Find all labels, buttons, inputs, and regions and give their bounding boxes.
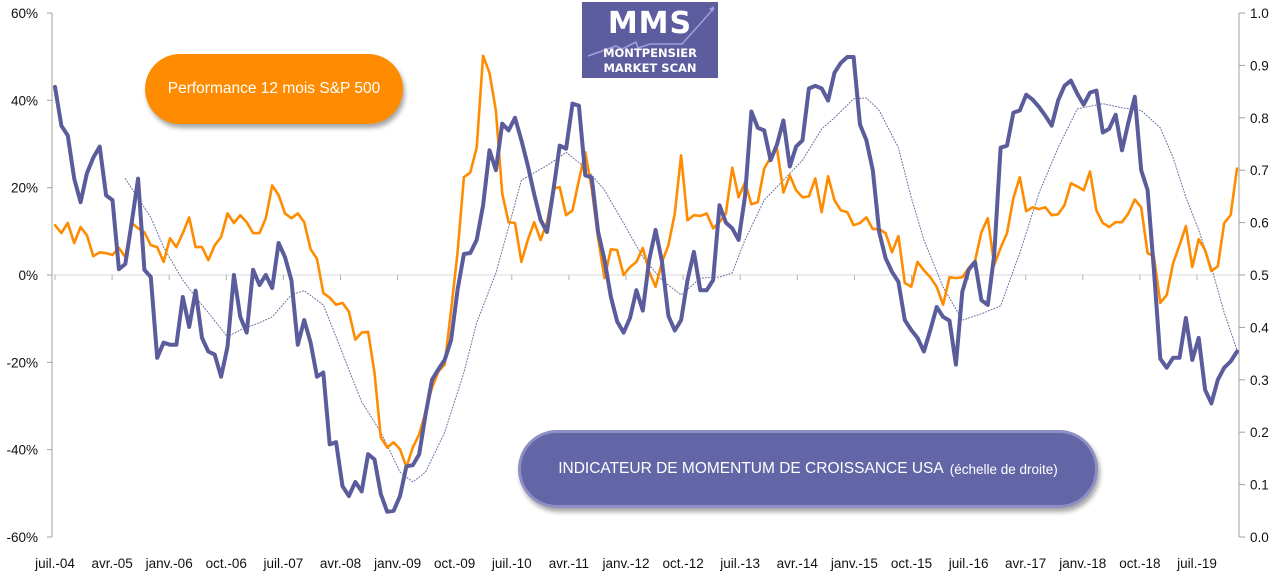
left-tick-label: 0% <box>18 268 38 283</box>
x-tick-label: juil.-19 <box>1176 556 1217 571</box>
x-tick-label: janv.-12 <box>601 556 649 571</box>
logo-trend-arrow-icon <box>587 6 715 57</box>
right-tick-label: 0.3 <box>1250 373 1269 388</box>
right-tick-label: 0.4 <box>1250 320 1269 335</box>
x-tick-label: avr.-17 <box>1005 556 1046 571</box>
x-tick-label: janv.-06 <box>145 556 193 571</box>
x-tick-label: juil.-16 <box>948 556 989 571</box>
x-tick-label: janv.-18 <box>1058 556 1106 571</box>
left-tick-label: 40% <box>11 93 38 108</box>
x-tick-label: oct.-12 <box>662 556 703 571</box>
momentum-label-text: INDICATEUR DE MOMENTUM DE CROISSANCE USA <box>558 460 944 477</box>
x-tick-label: oct.-18 <box>1119 556 1160 571</box>
tick-labels: 60% 40% 20% 0% -20% -40% -60% 1.0 0.9 0.8 0.7 0.6 0.… <box>6 6 1269 571</box>
sp500-label-text: Performance 12 mois S&P 500 <box>167 80 381 97</box>
right-tick-label: 1.0 <box>1250 6 1269 21</box>
right-tick-label: 0.2 <box>1250 425 1269 440</box>
right-tick-label: 0.9 <box>1250 58 1269 73</box>
left-tick-label: -60% <box>6 530 38 545</box>
sp500-series-label: Performance 12 mois S&P 500 <box>145 54 403 124</box>
right-tick-label: 0.8 <box>1250 111 1269 126</box>
x-tick-label: oct.-06 <box>206 556 247 571</box>
right-tick-label: 0.1 <box>1250 478 1269 493</box>
momentum-series-label: INDICATEUR DE MOMENTUM DE CROISSANCE USA… <box>518 430 1098 508</box>
logo-line1: MONTPENSIER <box>603 46 697 60</box>
x-tick-label: juil.-07 <box>263 556 304 571</box>
right-tick-label: 0.7 <box>1250 163 1269 178</box>
series-lines <box>53 54 1239 514</box>
sp500-performance-line <box>53 54 1239 469</box>
x-tick-label: avr.-11 <box>549 556 589 571</box>
x-tick-label: avr.-08 <box>320 556 361 571</box>
logo-line2: MARKET SCAN <box>603 61 697 75</box>
left-tick-label: 60% <box>11 6 38 21</box>
x-tick-label: oct.-09 <box>434 556 475 571</box>
left-tick-label: 20% <box>11 181 38 196</box>
momentum-indicator-line <box>53 55 1239 514</box>
x-tick-label: avr.-05 <box>91 556 132 571</box>
logo-text: MMS <box>607 6 693 41</box>
right-tick-label: 0.0 <box>1250 530 1269 545</box>
right-tick-label: 0.5 <box>1250 268 1269 283</box>
x-tick-label: avr.-14 <box>777 556 819 571</box>
x-tick-label: janv.-09 <box>373 556 421 571</box>
right-tick-label: 0.6 <box>1250 216 1269 231</box>
left-tick-label: -40% <box>6 443 38 458</box>
x-tick-label: juil.-04 <box>34 556 75 571</box>
x-tick-label: juil.-10 <box>491 556 532 571</box>
x-tick-label: janv.-15 <box>830 556 878 571</box>
mms-logo: MMS MONTPENSIER MARKET SCAN <box>582 2 718 78</box>
left-tick-label: -20% <box>6 355 38 370</box>
x-tick-label: juil.-13 <box>719 556 760 571</box>
momentum-label-note: (échelle de droite) <box>949 461 1058 477</box>
x-tick-label: oct.-15 <box>891 556 932 571</box>
